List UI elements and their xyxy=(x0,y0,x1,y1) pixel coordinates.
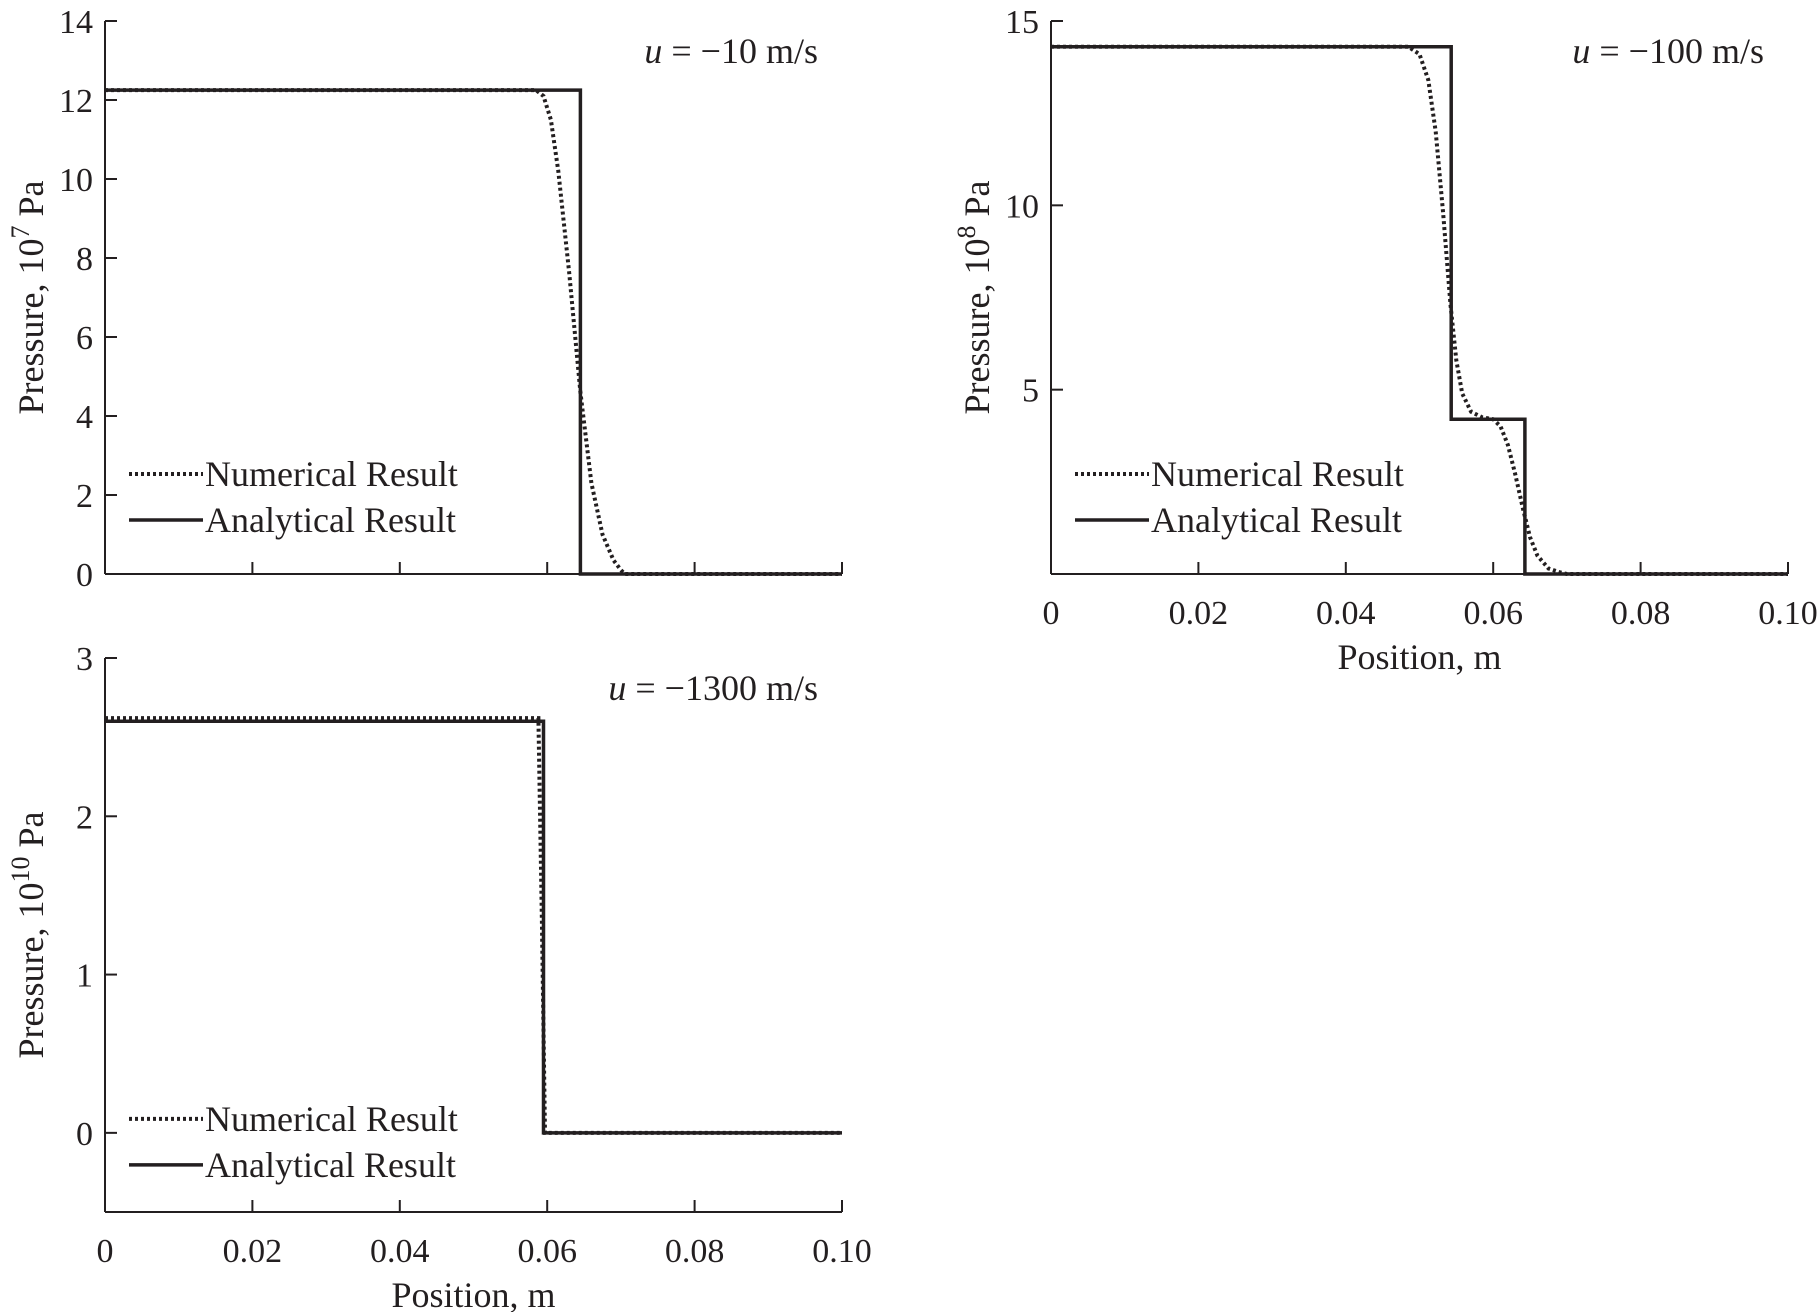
y-tick-label: 12 xyxy=(59,83,93,120)
legend-analytical-label: Analytical Result xyxy=(1151,500,1402,540)
y-axis-title-text: Pressure, 10 xyxy=(957,239,997,415)
numerical-result-line xyxy=(1051,44,1788,576)
chart-panel-top-left: 0 2 4 6 8 10 12 14 Pressure, 107 Pa u = −10 m/s Nu… xyxy=(6,4,843,594)
y-tick-label: 6 xyxy=(76,320,93,357)
analytical-result-line xyxy=(1051,45,1788,576)
velocity-value: = −1300 m/s xyxy=(626,668,818,708)
x-tick-label: 0.04 xyxy=(370,1233,430,1270)
y-tick-label: 15 xyxy=(1005,4,1039,41)
x-tick-label: 0.06 xyxy=(517,1233,577,1270)
x-tick-label: 0.08 xyxy=(665,1233,725,1270)
y-axis-title-exponent: 10 xyxy=(6,857,35,883)
velocity-annotation: u = −100 m/s xyxy=(1572,31,1764,71)
y-axis-title: Pressure, 1010 Pa xyxy=(6,811,51,1058)
analytical-result-line xyxy=(105,719,842,1135)
y-axis-title: Pressure, 108 Pa xyxy=(952,180,997,414)
y-axis-title-exponent: 7 xyxy=(6,226,35,239)
y-axis-title: Pressure, 107 Pa xyxy=(6,180,51,414)
x-tick-label: 0.06 xyxy=(1463,595,1523,632)
analytical-result-line xyxy=(105,88,842,576)
legend-analytical-label: Analytical Result xyxy=(205,1145,456,1185)
legend-numerical-label: Numerical Result xyxy=(1151,454,1404,494)
y-tick-label: 2 xyxy=(76,478,93,515)
x-tick-label: 0.02 xyxy=(1169,595,1229,632)
y-tick-label: 0 xyxy=(76,1116,93,1153)
x-tick-label: 0.10 xyxy=(1758,595,1818,632)
velocity-annotation: u = −1300 m/s xyxy=(608,668,818,708)
y-axis-title-text: Pressure, 10 xyxy=(11,239,51,415)
velocity-symbol: u xyxy=(1572,31,1590,71)
y-axis-title-unit: Pa xyxy=(11,811,51,856)
legend-numerical-label: Numerical Result xyxy=(205,454,458,494)
y-tick-label: 3 xyxy=(76,641,93,678)
velocity-value: = −10 m/s xyxy=(662,31,818,71)
x-tick-label: 0.10 xyxy=(812,1233,872,1270)
x-tick-label: 0.04 xyxy=(1316,595,1376,632)
x-tick-label: 0 xyxy=(1043,595,1060,632)
chart-panel-top-right: 5 10 15 0 0.02 0.04 0.06 0.08 0.10 Position, m Pre… xyxy=(952,4,1818,677)
x-axis-title: Position, m xyxy=(1337,637,1501,677)
y-tick-label: 2 xyxy=(76,799,93,836)
velocity-symbol: u xyxy=(644,31,662,71)
y-tick-label: 10 xyxy=(1005,188,1039,225)
numerical-result-line xyxy=(105,716,842,1135)
velocity-annotation: u = −10 m/s xyxy=(644,31,818,71)
legend-numerical-label: Numerical Result xyxy=(205,1099,458,1139)
x-axis-title: Position, m xyxy=(391,1275,555,1312)
y-tick-label: 0 xyxy=(76,557,93,594)
y-axis-title-text: Pressure, 10 xyxy=(11,883,51,1059)
x-tick-label: 0.02 xyxy=(223,1233,283,1270)
x-tick-label: 0.08 xyxy=(1611,595,1671,632)
chart-panel-bottom-left: 0 1 2 3 0 0.02 0.04 0.06 0.08 0.10 Position, m Pres… xyxy=(6,641,872,1312)
legend-analytical-label: Analytical Result xyxy=(205,500,456,540)
y-axis-title-unit: Pa xyxy=(957,180,997,225)
y-tick-label: 10 xyxy=(59,162,93,199)
y-tick-label: 8 xyxy=(76,241,93,278)
y-tick-label: 1 xyxy=(76,958,93,995)
y-tick-label: 5 xyxy=(1022,373,1039,410)
y-axis-title-exponent: 8 xyxy=(952,226,981,239)
y-axis-title-unit: Pa xyxy=(11,180,51,225)
velocity-symbol: u xyxy=(608,668,626,708)
y-tick-label: 4 xyxy=(76,399,93,436)
velocity-value: = −100 m/s xyxy=(1590,31,1764,71)
x-tick-label: 0 xyxy=(97,1233,114,1270)
y-tick-label: 14 xyxy=(59,4,93,41)
